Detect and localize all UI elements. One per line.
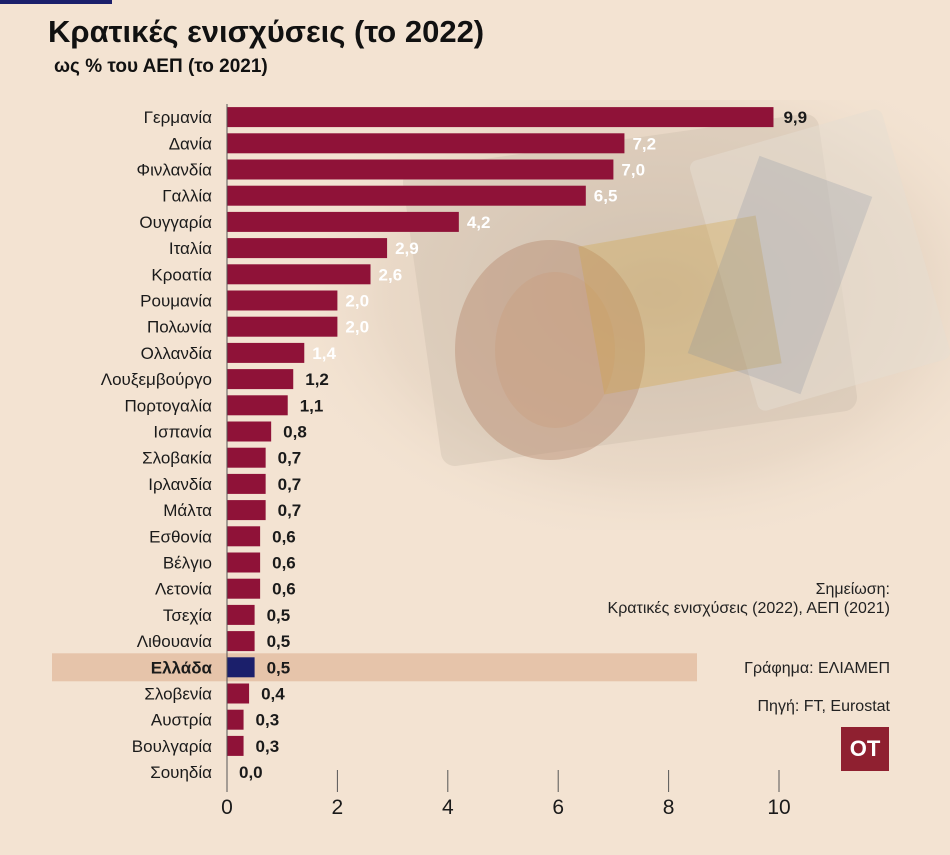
x-tick-label: 10: [767, 796, 790, 819]
value-label: 0,6: [272, 527, 296, 546]
value-label: 0,6: [272, 554, 296, 573]
category-label: Τσεχία: [163, 606, 212, 625]
category-label: Φινλανδία: [137, 161, 213, 180]
bar: [227, 657, 255, 678]
value-label: 0,0: [239, 763, 263, 782]
value-label: 0,7: [278, 475, 302, 494]
note-title: Σημείωση:: [815, 581, 890, 598]
bar: [227, 631, 255, 652]
bar: [227, 473, 266, 494]
category-label: Ελλάδα: [151, 658, 213, 677]
category-label: Σλοβενία: [144, 685, 212, 704]
value-label: 6,5: [594, 187, 618, 206]
bar: [227, 133, 625, 154]
bar: [227, 604, 255, 625]
x-tick-label: 2: [332, 796, 344, 819]
bar: [227, 211, 459, 232]
bar: [227, 578, 261, 599]
category-label: Ουγγαρία: [139, 213, 212, 232]
chart-source: Πηγή: FT, Eurostat: [757, 698, 891, 715]
category-label: Λουξεμβούργο: [101, 370, 212, 389]
category-label: Λετονία: [155, 580, 212, 599]
bar: [227, 159, 614, 180]
bar: [227, 185, 586, 206]
value-label: 0,8: [283, 423, 307, 442]
x-tick-label: 4: [442, 796, 454, 819]
x-tick-label: 0: [221, 796, 233, 819]
chart-note: Σημείωση: Κρατικές ενισχύσεις (2022), ΑΕ…: [608, 580, 890, 618]
value-label: 0,4: [261, 685, 285, 704]
bar: [227, 500, 266, 521]
value-label: 0,7: [278, 501, 302, 520]
value-label: 0,3: [256, 737, 280, 756]
highlight-band: [52, 653, 697, 682]
value-label: 2,9: [395, 239, 419, 258]
value-label: 2,0: [345, 318, 369, 337]
category-label: Σλοβακία: [142, 449, 212, 468]
chart-credit: Γράφημα: ΕΛΙΑΜΕΠ: [744, 660, 890, 677]
x-tick-label: 6: [552, 796, 564, 819]
bar: [227, 552, 261, 573]
category-label: Ισπανία: [153, 423, 212, 442]
category-label: Γερμανία: [144, 108, 213, 127]
category-label: Μάλτα: [163, 501, 212, 520]
category-label: Πορτογαλία: [124, 396, 212, 415]
category-label: Κροατία: [151, 265, 212, 284]
value-label: 1,4: [312, 344, 336, 363]
value-label: 9,9: [783, 108, 807, 127]
category-label: Πολωνία: [147, 318, 212, 337]
category-label: Λιθουανία: [137, 632, 212, 651]
bar: [227, 316, 338, 337]
top-accent-line: [0, 0, 112, 4]
category-label: Ρουμανία: [140, 292, 212, 311]
value-label: 0,5: [267, 606, 291, 625]
value-label: 4,2: [467, 213, 491, 232]
bar: [227, 264, 371, 285]
value-label: 0,5: [267, 632, 291, 651]
category-label: Αυστρία: [151, 711, 212, 730]
value-label: 7,2: [632, 134, 656, 153]
bar: [227, 395, 288, 416]
bar: [227, 447, 266, 468]
category-label: Δανία: [169, 134, 212, 153]
value-label: 2,6: [379, 265, 403, 284]
bar: [227, 342, 305, 363]
bar: [227, 290, 338, 311]
bar: [227, 107, 774, 128]
bar: [227, 735, 244, 756]
category-label: Βουλγαρία: [132, 737, 212, 756]
value-label: 0,6: [272, 580, 296, 599]
chart-title: Κρατικές ενισχύσεις (το 2022): [48, 14, 485, 49]
bar: [227, 526, 261, 547]
category-label: Ολλανδία: [141, 344, 213, 363]
note-body: Κρατικές ενισχύσεις (2022), ΑΕΠ (2021): [607, 600, 890, 617]
category-label: Βέλγιο: [163, 554, 212, 573]
value-label: 0,3: [256, 711, 280, 730]
bar: [227, 369, 294, 390]
bar: [227, 683, 250, 704]
x-tick-label: 8: [663, 796, 675, 819]
bar: [227, 421, 272, 442]
value-label: 1,1: [300, 396, 324, 415]
value-label: 0,5: [267, 658, 291, 677]
value-label: 1,2: [305, 370, 329, 389]
chart-subtitle: ως % του ΑΕΠ (το 2021): [54, 56, 268, 77]
category-label: Ιταλία: [169, 239, 212, 258]
ot-logo: OT: [841, 727, 889, 771]
bar: [227, 709, 244, 730]
bar: [227, 238, 388, 259]
value-label: 0,7: [278, 449, 302, 468]
category-label: Ιρλανδία: [148, 475, 212, 494]
category-label: Γαλλία: [162, 187, 212, 206]
value-label: 2,0: [345, 292, 369, 311]
category-label: Σουηδία: [150, 763, 212, 782]
value-label: 7,0: [621, 161, 645, 180]
category-label: Εσθονία: [149, 527, 212, 546]
